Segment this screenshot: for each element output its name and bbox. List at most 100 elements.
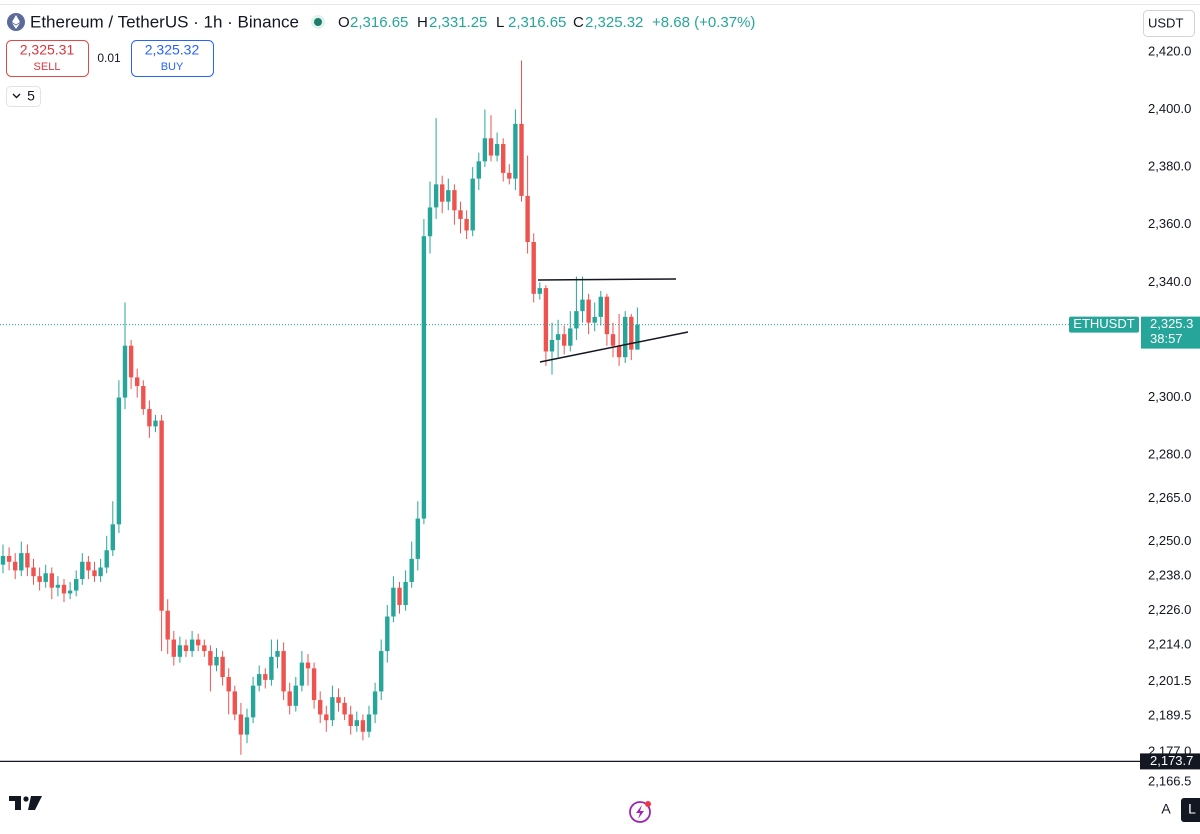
ohlc-value: 2,316.65 <box>508 14 566 31</box>
candle-body <box>330 697 335 721</box>
button-label: L <box>1188 801 1196 817</box>
symbol-tag-label: ETHUSDT <box>1073 316 1134 331</box>
candle-body <box>421 236 427 519</box>
candle-body <box>592 316 597 323</box>
candle-body <box>616 345 622 358</box>
candle-body <box>37 576 42 582</box>
candle-body <box>379 651 384 692</box>
candle-body <box>55 584 61 588</box>
candle-body <box>586 299 591 323</box>
candle-body <box>482 138 488 162</box>
candle-body <box>214 656 219 666</box>
candle-body <box>488 138 494 156</box>
buy-price: 2,325.32 <box>145 42 200 58</box>
candle-body <box>598 296 603 317</box>
candle-body <box>165 610 170 640</box>
candle-body <box>537 288 542 294</box>
candle-body <box>61 584 67 594</box>
y-tick-label: 2,214.0 <box>1148 637 1191 652</box>
candle-body <box>409 558 414 582</box>
candle-body <box>299 662 305 686</box>
candle-body <box>232 691 237 715</box>
last-price-tag <box>1141 316 1200 349</box>
buy-button[interactable]: 2,325.32 BUY <box>131 40 214 77</box>
symbol-tag <box>1069 316 1139 333</box>
dropdown-value: 5 <box>27 88 35 104</box>
button-bg[interactable] <box>1181 798 1200 822</box>
sell-button-box[interactable] <box>6 40 89 77</box>
interval-dropdown[interactable]: 5 <box>6 86 41 107</box>
candle-body <box>360 720 366 732</box>
auto-scale-button[interactable]: A <box>1155 798 1177 822</box>
candle-body <box>372 691 378 715</box>
candle-body <box>549 339 555 352</box>
sell-button[interactable]: 2,325.31 SELL <box>6 40 89 77</box>
button-bg[interactable] <box>1155 798 1177 822</box>
symbol-icon <box>7 13 25 31</box>
sell-label: SELL <box>34 61 61 73</box>
candle-body <box>116 397 122 525</box>
currency-box[interactable] <box>1143 10 1195 37</box>
candle-body <box>43 573 48 582</box>
y-tick-label: 2,201.5 <box>1148 673 1191 688</box>
candle-body <box>196 639 201 646</box>
y-tick-label: 2,166.5 <box>1148 774 1191 789</box>
y-tick-label: 2,300.0 <box>1148 389 1191 404</box>
candle-body <box>305 662 311 669</box>
chevron-icon <box>12 93 21 99</box>
candle-body <box>269 656 274 680</box>
candle-body <box>494 144 500 156</box>
candle-body <box>13 561 18 571</box>
candle-body <box>348 714 353 726</box>
symbol-title: Ethereum / TetherUS · 1h · Binance <box>30 12 299 31</box>
buy-button-box[interactable] <box>131 40 214 77</box>
y-tick-label: 2,226.0 <box>1148 602 1191 617</box>
candle-body <box>574 311 579 329</box>
ohlc-key: H <box>417 14 428 31</box>
candle-body <box>257 674 262 686</box>
currency-button[interactable]: USDT <box>1143 10 1195 37</box>
dropdown-box[interactable] <box>6 86 41 107</box>
candle-body <box>25 553 30 568</box>
candle-body <box>275 651 280 657</box>
plot-area: 2,420.0 2,400.0 2,380.0 2,360.0 2,340.0 2,300… <box>0 43 1200 789</box>
candle-body <box>244 717 250 735</box>
candle-body <box>141 386 146 410</box>
candle-body <box>92 570 97 577</box>
ohlc-key: C <box>573 14 584 31</box>
candle-body <box>476 161 481 179</box>
horizontal-line-label: 2,173.7 <box>1150 753 1193 768</box>
candle-body <box>98 567 103 577</box>
spread: 0.01 <box>97 51 121 65</box>
candle-body <box>250 685 256 718</box>
y-tick-label: 2,280.0 <box>1148 447 1191 462</box>
alert-icon[interactable] <box>629 801 651 823</box>
candle-body <box>458 210 463 219</box>
candle-body <box>464 218 469 231</box>
y-tick-label: 2,340.0 <box>1148 274 1191 289</box>
log-scale-button[interactable]: L <box>1181 798 1200 822</box>
candle-body <box>159 420 164 611</box>
ohlc-legend: O 2,316.65 H 2,331.25 L 2,316.65 C 2,325.32 <box>338 14 643 31</box>
candle-body <box>525 195 530 242</box>
price-change: +8.68 (+0.37%) <box>652 14 755 31</box>
trendline-upper <box>537 278 677 281</box>
candle-body <box>568 328 573 346</box>
y-tick-label: 2,250.0 <box>1148 533 1191 548</box>
candle-body <box>110 524 115 551</box>
y-tick-label: 2,380.0 <box>1148 159 1191 174</box>
candle-body <box>128 345 134 378</box>
y-tick-label: 2,265.0 <box>1148 490 1191 505</box>
ohlc-key: L <box>496 14 504 31</box>
candle-body <box>287 691 292 706</box>
candle-body <box>531 241 536 294</box>
candle-body <box>555 334 561 340</box>
candle-body <box>397 587 402 605</box>
candle-body <box>433 184 439 208</box>
trendline-lower <box>539 331 689 363</box>
y-tick-label: 2,189.5 <box>1148 707 1191 722</box>
last-price-label: 2,325.3 <box>1150 316 1193 331</box>
candle-body <box>470 178 475 231</box>
candle-body <box>604 296 610 335</box>
